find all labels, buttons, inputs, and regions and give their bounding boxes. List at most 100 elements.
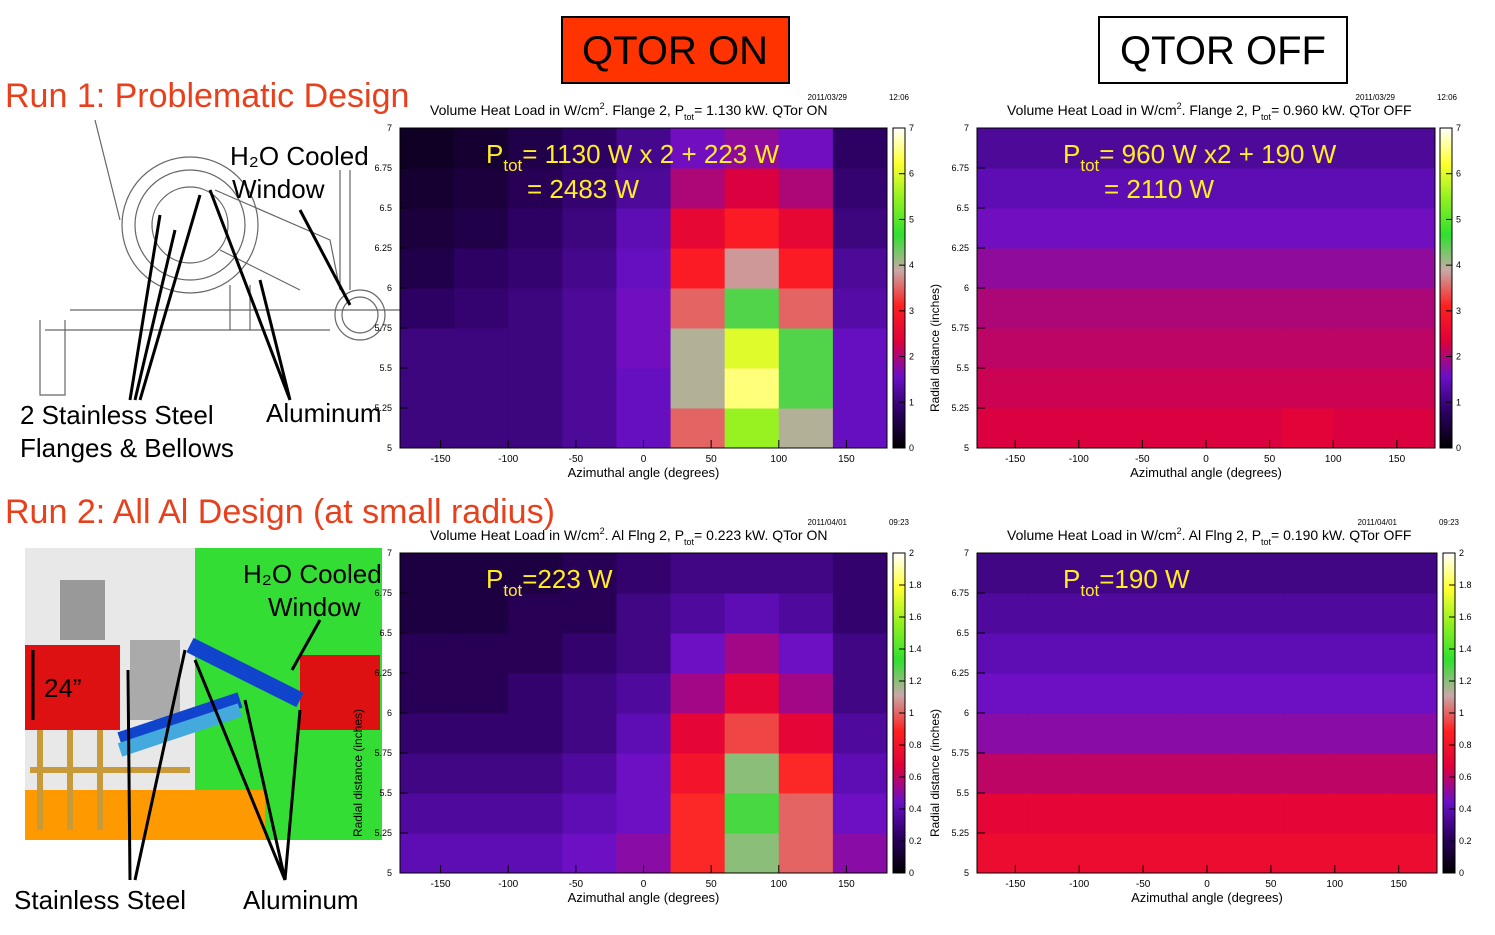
heat-cell	[1384, 208, 1436, 249]
heat-cell	[1385, 833, 1438, 874]
heat-cell	[670, 408, 726, 449]
colorbar-tick-label: 2	[1459, 548, 1464, 558]
colorbar-tick-label: 0	[1456, 443, 1461, 453]
heat-cell	[1334, 673, 1387, 714]
x-axis-label: Azimuthal angle (degrees)	[1131, 890, 1283, 905]
heat-cell	[1130, 833, 1182, 874]
heat-cell	[562, 408, 617, 449]
heat-cell	[1028, 553, 1080, 594]
colorbar-tick-label: 0.4	[909, 804, 922, 814]
y-tick-label: 6.75	[374, 588, 392, 598]
label: Aluminum	[266, 398, 382, 428]
heat-cell	[1027, 408, 1080, 449]
heat-cell	[724, 833, 780, 874]
heat-cell	[1027, 368, 1080, 409]
label: 24”	[44, 673, 82, 703]
heat-cell	[616, 793, 672, 834]
heat-cell	[778, 833, 834, 874]
heat-cell	[670, 128, 726, 169]
annotation: Ptot=190 W	[1063, 564, 1190, 600]
heat-cell	[508, 833, 563, 874]
heat-cell	[977, 328, 1029, 369]
y-tick-label: 6	[964, 283, 969, 293]
heat-cell	[508, 408, 563, 449]
colorbar	[1439, 127, 1453, 449]
heat-cell	[1078, 168, 1131, 209]
heat-cell	[832, 288, 888, 329]
heat-cell	[1334, 633, 1387, 674]
y-axis-label: Radial distance (inches)	[351, 709, 365, 837]
annotation-part: tot	[1080, 581, 1099, 600]
y-tick-label: 6.25	[374, 243, 392, 253]
heat-cell	[977, 288, 1029, 329]
heat-cell	[1283, 713, 1336, 754]
heat-cell	[1282, 368, 1334, 409]
heat-cell	[1384, 408, 1436, 449]
chart-date: 2011/04/01	[1358, 518, 1398, 527]
x-tick-label: 100	[1326, 879, 1343, 890]
heat-cell	[724, 553, 780, 594]
heat-cell	[616, 553, 672, 594]
chart-title: Volume Heat Load in W/cm2. Flange 2, Pto…	[1007, 101, 1412, 122]
heat-cell	[1129, 328, 1182, 369]
colorbar-tick-label: 1.2	[1459, 676, 1472, 686]
x-tick-label: 0	[641, 454, 647, 465]
heat-cell	[1078, 208, 1131, 249]
heat-cell	[832, 673, 888, 714]
heat-cell	[562, 288, 617, 329]
heat-cell	[1232, 673, 1285, 714]
x-tick-label: -50	[569, 879, 584, 890]
heat-cell	[1333, 328, 1385, 369]
heat-cell	[832, 553, 888, 594]
heat-cell	[1028, 793, 1080, 834]
heat-cell	[977, 713, 1029, 754]
heat-cell	[670, 633, 726, 674]
colorbar-tick-label: 2	[909, 352, 914, 362]
heat-cell	[454, 753, 509, 794]
x-tick-label: 0	[1204, 879, 1210, 890]
x-tick-label: -50	[1136, 879, 1151, 890]
heat-cell	[1333, 128, 1385, 169]
heat-cell	[616, 168, 672, 209]
title-part: = 0.223 kW. QTor ON	[694, 527, 827, 543]
heat-cell	[454, 328, 509, 369]
heat-cell	[1181, 673, 1234, 714]
heat-cell	[670, 248, 726, 289]
heat-cell	[1180, 168, 1232, 209]
heat-cell	[454, 713, 509, 754]
label: Aluminum	[243, 885, 359, 915]
heat-cell	[616, 208, 672, 249]
chart-date: 2011/03/29	[808, 93, 848, 102]
heat-cell	[724, 288, 780, 329]
heat-cell	[562, 633, 617, 674]
heat-cell	[778, 753, 834, 794]
heat-cell	[454, 593, 509, 634]
y-tick-label: 6	[387, 708, 392, 718]
heat-cell	[1282, 128, 1334, 169]
heat-cell	[1283, 753, 1336, 794]
heat-cell	[1130, 633, 1182, 674]
heat-cell	[1282, 288, 1334, 329]
y-tick-label: 5.25	[951, 828, 969, 838]
heat-cell	[454, 833, 509, 874]
heat-cell	[832, 128, 888, 169]
heat-cell	[1078, 248, 1131, 289]
heat-cell	[724, 793, 780, 834]
heat-cell	[778, 408, 834, 449]
heat-cell	[1333, 408, 1385, 449]
heat-cell	[778, 633, 834, 674]
colorbar-tick-label: 0.4	[1459, 804, 1472, 814]
heat-cell	[832, 248, 888, 289]
y-tick-label: 7	[964, 123, 969, 133]
heat-cell	[454, 408, 509, 449]
y-tick-label: 5	[964, 443, 969, 453]
label: Flanges & Bellows	[20, 433, 234, 463]
x-tick-label: 0	[1203, 454, 1209, 465]
heat-cell	[616, 673, 672, 714]
heat-cell	[1079, 753, 1131, 794]
heat-cell	[400, 673, 455, 714]
heat-cell	[1385, 793, 1438, 834]
y-tick-label: 5	[387, 868, 392, 878]
heat-cell	[1078, 128, 1131, 169]
heat-cell	[1385, 753, 1438, 794]
